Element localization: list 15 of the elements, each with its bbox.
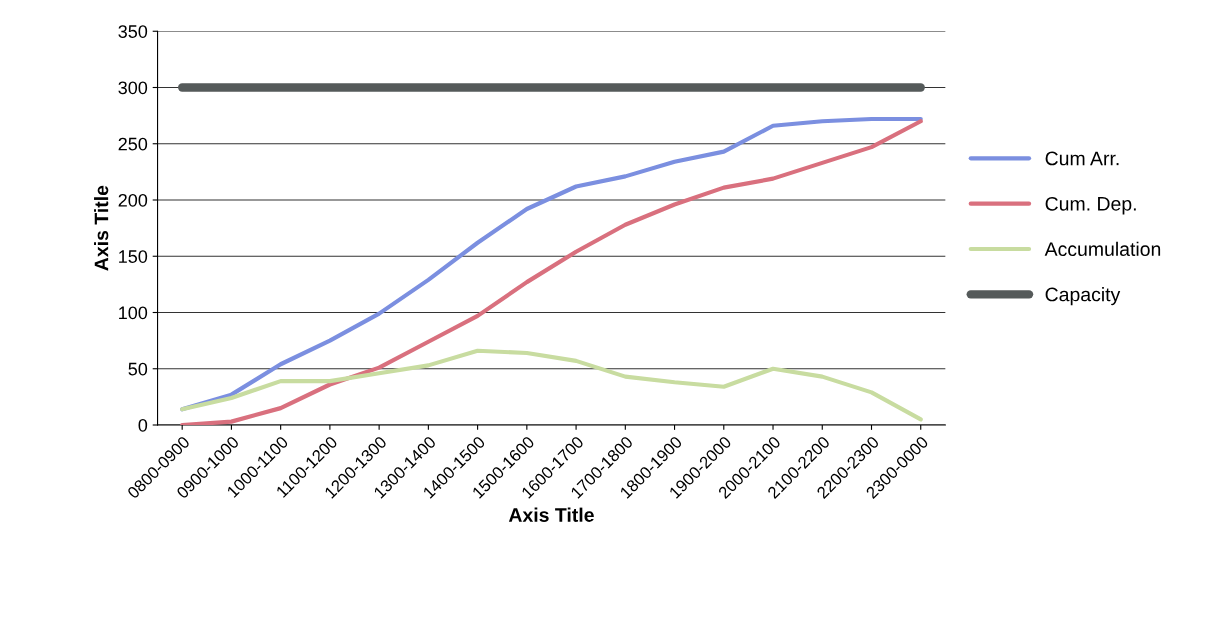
line-series [180, 348, 923, 422]
legend-label: Accumulation [1044, 241, 1161, 257]
x-axis-title: Axis Title [508, 507, 594, 522]
y-tick-label: 100 [119, 306, 148, 320]
y-tick-label: 50 [128, 362, 148, 376]
y-tick-label: 200 [118, 193, 148, 207]
legend-label: Cum. Dep. [1045, 196, 1136, 215]
legend-label: Capacity [1045, 287, 1121, 306]
y-axis-title: Axis Title [94, 185, 109, 271]
legend-label: Cum Arr. [1045, 151, 1119, 166]
y-tick-label: 300 [118, 81, 148, 95]
y-tick-label: 350 [118, 25, 148, 38]
y-tick-label: 0 [138, 418, 148, 432]
y-tick-label: 150 [119, 250, 148, 263]
y-tick-label: 250 [118, 137, 148, 151]
